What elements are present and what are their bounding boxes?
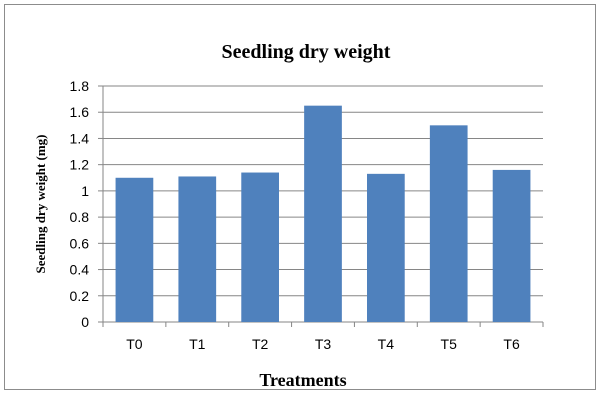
y-tick-label: 0.2 bbox=[70, 288, 90, 304]
bar-t6 bbox=[492, 169, 531, 322]
x-axis-label: Treatments bbox=[259, 370, 346, 390]
bar-t5 bbox=[429, 125, 468, 322]
y-tick-label: 0.6 bbox=[70, 235, 90, 251]
y-tick-label: 0.8 bbox=[70, 209, 90, 225]
x-tick-label: T6 bbox=[503, 336, 520, 352]
bar-t1 bbox=[178, 176, 217, 322]
bar-t3 bbox=[304, 105, 342, 323]
x-tick-label: T3 bbox=[315, 336, 332, 352]
y-axis-label: Seedling dry weight (mg) bbox=[33, 134, 48, 273]
x-tick-label: T4 bbox=[378, 336, 395, 352]
bar-layer bbox=[115, 105, 531, 323]
x-tick-label: T1 bbox=[189, 336, 206, 352]
bar-t2 bbox=[241, 172, 279, 322]
tick-layer: 0 0.2 0.4 0.6 0.8 1 1.2 1.4 1.6 1.8 T0 T1 T2 T3 T4 T5 T6 bbox=[70, 78, 520, 352]
y-tick-label: 1.2 bbox=[70, 157, 90, 173]
y-tick-label: 1.6 bbox=[70, 104, 90, 120]
bar-t4 bbox=[367, 173, 405, 322]
y-tick-label: 0.4 bbox=[70, 262, 90, 278]
y-tick-label: 1 bbox=[81, 183, 89, 199]
y-tick-label: 0 bbox=[81, 314, 89, 330]
x-tick-label: T0 bbox=[126, 336, 143, 352]
y-tick-label: 1.4 bbox=[70, 130, 90, 146]
chart-title: Seedling dry weight bbox=[222, 41, 391, 63]
bar-t0 bbox=[115, 177, 154, 322]
x-tick-label: T2 bbox=[252, 336, 269, 352]
y-tick-label: 1.8 bbox=[70, 78, 90, 94]
x-tick-label: T5 bbox=[441, 336, 458, 352]
